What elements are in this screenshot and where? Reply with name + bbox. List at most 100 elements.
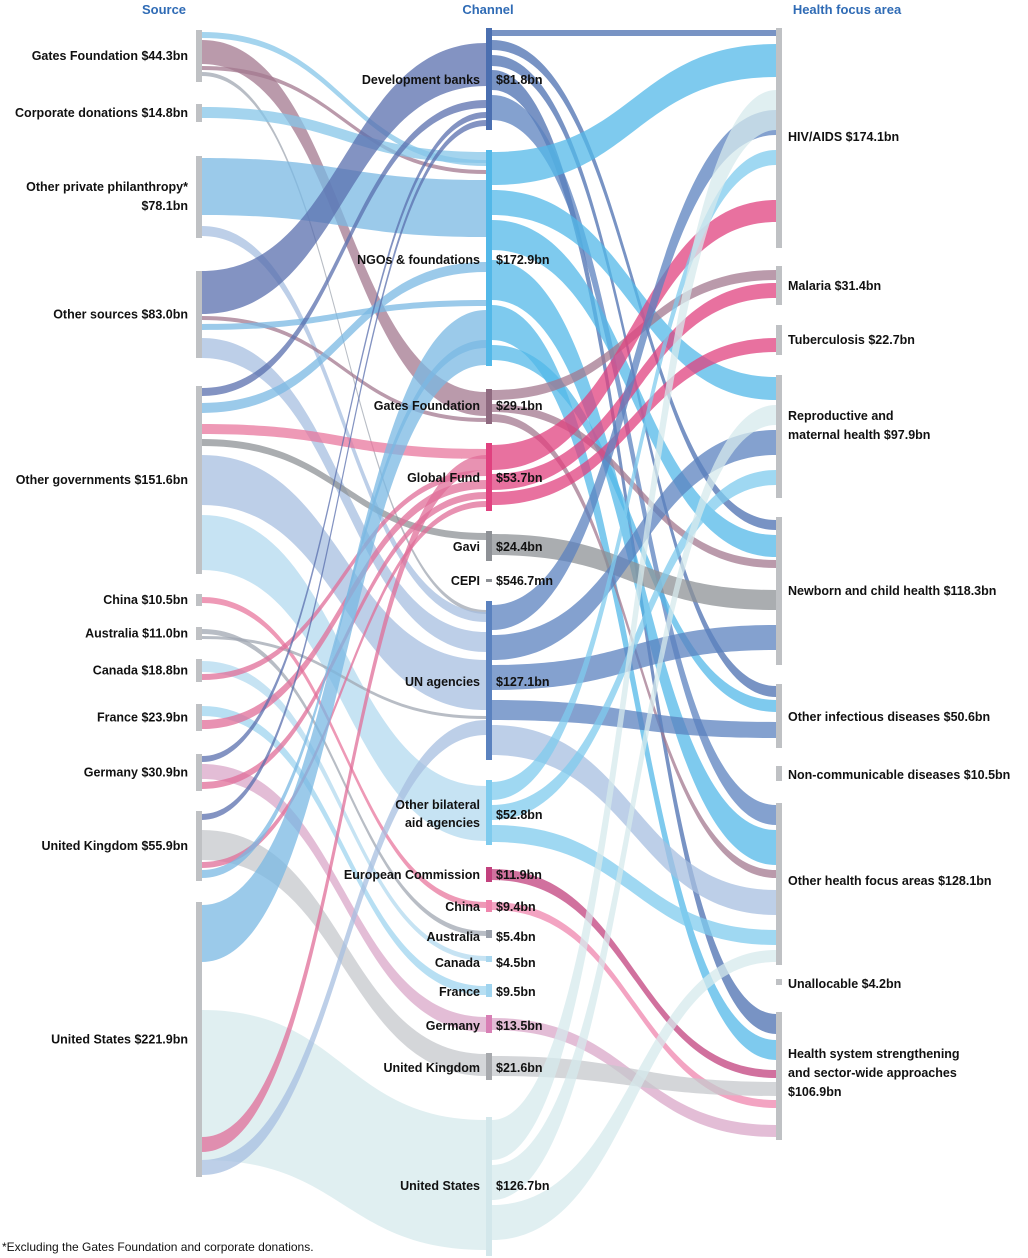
focus-value-ncd: $10.5bn (964, 768, 1011, 782)
channel-label-ch_uk: United Kingdom (383, 1061, 480, 1075)
focus-label-rmh: Reproductive and maternal health $97.9bn (788, 409, 930, 442)
channel-node-gates_ch (486, 389, 492, 424)
link-source-channel (202, 455, 486, 1152)
source-node-us (196, 902, 202, 1177)
channel-value-ch_china: $9.4bn (496, 900, 536, 914)
channel-label-gavi: Gavi (453, 540, 480, 554)
link-channel-focus (492, 190, 776, 400)
source-label-us: United States $221.9bn (51, 1033, 188, 1047)
channel-value-global_fund: $53.7bn (496, 471, 543, 485)
link-channel-focus (492, 110, 776, 630)
link-source-channel (202, 338, 486, 652)
nodes (196, 28, 782, 1256)
focus-node-hss (776, 1012, 782, 1140)
link-source-channel (202, 107, 486, 163)
link-channel-focus (492, 44, 776, 185)
source-value-france: $23.9bn (141, 711, 188, 725)
channel-label-ch_canada: Canada (435, 956, 481, 970)
channel-node-ch_australia (486, 930, 492, 938)
source-name-gates: Gates Foundation (32, 49, 138, 63)
link-channel-focus (492, 95, 776, 825)
channel-node-ch_canada (486, 956, 492, 962)
source-value-china: $10.5bn (141, 593, 188, 607)
channel-value-ch_germany: $13.5bn (496, 1019, 543, 1033)
link-channel-focus (492, 625, 776, 690)
source-name-germany: Germany (84, 766, 138, 780)
link-channel-focus (492, 338, 776, 505)
focus-label-malaria: Malaria $31.4bn (788, 279, 881, 293)
focus-value-nch: $118.3bn (944, 584, 997, 598)
link-source-channel (202, 310, 486, 962)
source-name-other_gov: Other governments (16, 473, 131, 487)
focus-node-nch (776, 517, 782, 665)
channel-label-bilateral-line1: Other bilateral (395, 798, 480, 812)
link-source-channel (202, 629, 486, 936)
link-source-channel (202, 720, 486, 1175)
channel-node-global_fund (486, 443, 492, 511)
channel-value-ch_us: $126.7bn (496, 1179, 550, 1193)
channel-label-ngos: NGOs & foundations (357, 253, 480, 267)
source-name-other_sources: Other sources (53, 308, 138, 322)
focus-node-ohfa (776, 803, 782, 965)
source-value-us: $221.9bn (134, 1033, 188, 1047)
channel-value-gavi: $24.4bn (496, 540, 543, 554)
flow-links (202, 30, 776, 1250)
link-channel-focus (492, 430, 776, 660)
source-name-canada: Canada (93, 664, 139, 678)
link-channel-focus (492, 90, 776, 1160)
source-name-australia: Australia (85, 627, 140, 641)
link-source-channel (202, 43, 486, 314)
link-channel-focus (492, 405, 776, 1200)
channel-node-un (486, 601, 492, 760)
focus-name-unalloc: Unallocable (788, 977, 858, 991)
link-source-channel (202, 636, 486, 719)
link-source-channel (202, 226, 486, 622)
link-source-channel (202, 100, 486, 396)
focus-label-ohfa: Other health focus areas $128.1bn (788, 874, 992, 888)
source-name-uk: United Kingdom (41, 839, 138, 853)
channel-value-ch_france: $9.5bn (496, 985, 536, 999)
link-source-channel (202, 470, 486, 680)
link-source-channel (202, 32, 486, 166)
channel-node-ch_germany (486, 1015, 492, 1033)
source-node-private (196, 156, 202, 238)
link-channel-focus (492, 305, 776, 1060)
source-value-other_gov: $151.6bn (134, 473, 188, 487)
focus-name-tb: Tuberculosis (788, 333, 865, 347)
link-channel-focus (492, 404, 776, 568)
source-label-gates: Gates Foundation $44.3bn (32, 49, 188, 63)
channel-node-ch_uk (486, 1053, 492, 1080)
link-source-channel (202, 439, 486, 540)
link-source-channel (202, 1010, 486, 1250)
focus-value-hss: $106.9bn (788, 1085, 842, 1099)
source-label-other_gov: Other governments $151.6bn (16, 473, 188, 487)
focus-value-oid: $50.6bn (944, 710, 991, 724)
header-focus: Health focus area (793, 2, 902, 17)
focus-node-oid (776, 684, 782, 748)
link-source-channel (202, 455, 486, 710)
source-label-france: France $23.9bn (97, 711, 188, 725)
source-node-corporate (196, 104, 202, 122)
source-value-uk: $55.9bn (141, 839, 188, 853)
focus-name-ncd: Non-communicable diseases (788, 768, 960, 782)
focus-node-unalloc (776, 979, 782, 985)
source-value-other_sources: $83.0bn (141, 308, 188, 322)
link-source-channel (202, 501, 486, 868)
source-node-other_sources (196, 271, 202, 358)
channel-value-ch_canada: $4.5bn (496, 956, 536, 970)
channel-value-ch_uk: $21.6bn (496, 1061, 543, 1075)
source-node-other_gov (196, 386, 202, 574)
channel-label-ch_australia: Australia (427, 930, 482, 944)
channel-label-gates_ch: Gates Foundation (374, 399, 480, 413)
channel-label-bilateral-line2: aid agencies (405, 816, 480, 830)
source-node-australia (196, 627, 202, 640)
link-channel-focus (492, 700, 776, 738)
focus-name-ohfa: Other health focus areas (788, 874, 935, 888)
channel-node-gavi (486, 531, 492, 561)
link-source-channel (202, 112, 486, 762)
labels: Source Channel Health focus area Gates F… (15, 2, 1010, 1193)
channel-value-ngos: $172.9bn (496, 253, 550, 267)
source-name-us: United States (51, 1033, 131, 1047)
link-channel-focus (492, 725, 776, 915)
